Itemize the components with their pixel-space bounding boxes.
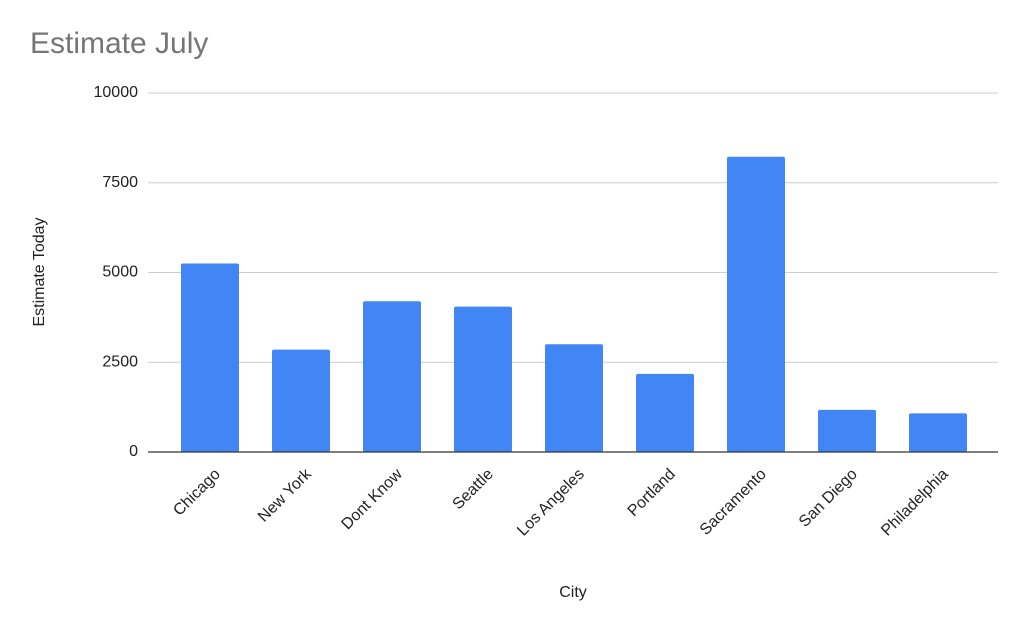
y-tick-label: 5000	[102, 264, 138, 281]
bar	[545, 344, 603, 452]
bar	[727, 156, 785, 452]
x-tick-label: Philadelphia	[878, 466, 952, 540]
x-tick-label: New York	[255, 465, 316, 526]
x-tick-label: San Diego	[796, 466, 861, 531]
bar	[909, 413, 967, 452]
y-tick-label: 7500	[102, 174, 138, 191]
y-tick-label: 2500	[102, 353, 138, 370]
y-tick-label: 0	[129, 443, 138, 460]
bar	[363, 301, 421, 452]
chart-title: Estimate July	[30, 27, 208, 60]
y-tick-label: 10000	[94, 84, 139, 101]
bar	[454, 306, 512, 452]
y-axis-label: Estimate Today	[31, 217, 48, 326]
bar	[818, 409, 876, 452]
x-tick-label: Seattle	[450, 466, 497, 513]
bar	[272, 349, 330, 452]
x-tick-label: Los Angeles	[514, 466, 588, 540]
x-tick-label: Chicago	[170, 466, 224, 520]
x-tick-label: Dont Know	[338, 465, 406, 533]
bar	[636, 373, 694, 452]
x-tick-label: Sacramento	[697, 466, 770, 539]
bar	[181, 263, 239, 452]
x-axis-label: City	[559, 584, 587, 601]
x-tick-label: Portland	[625, 466, 679, 520]
